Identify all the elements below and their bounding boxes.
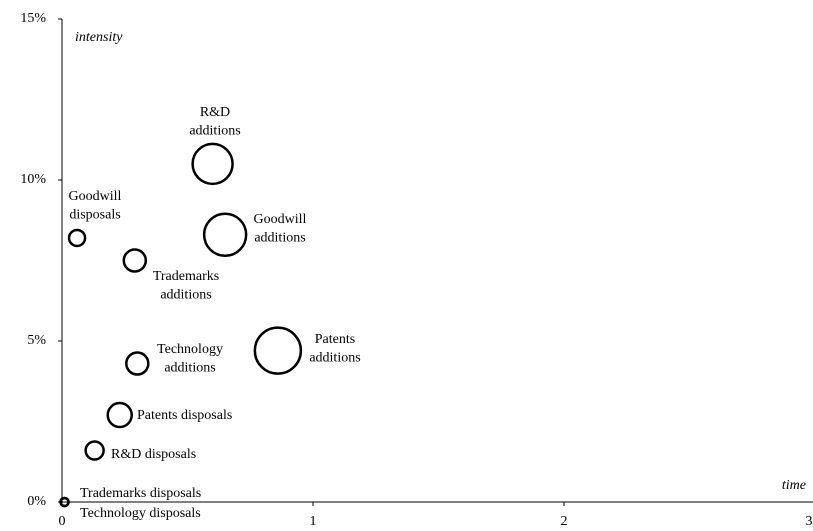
y-tick-label: 10% bbox=[20, 172, 46, 187]
bubble-label: Trademarks bbox=[153, 269, 219, 284]
bubble-label: R&D disposals bbox=[111, 447, 196, 462]
y-tick-label: 0% bbox=[27, 494, 46, 509]
bubble-label: additions bbox=[160, 288, 211, 303]
bubble-label: R&D bbox=[200, 105, 230, 120]
bubble bbox=[59, 496, 70, 508]
y-tick-label: 5% bbox=[27, 333, 46, 348]
x-tick-label: 2 bbox=[561, 514, 568, 529]
bubble bbox=[106, 401, 133, 429]
bubble-label: Technology disposals bbox=[80, 506, 201, 521]
x-tick-label: 1 bbox=[310, 514, 317, 529]
bubble bbox=[122, 248, 148, 273]
bubble-label: additions bbox=[164, 361, 215, 376]
bubble bbox=[67, 228, 87, 248]
x-tick-label: 0 bbox=[59, 514, 66, 529]
bubble-label: additions bbox=[309, 351, 360, 366]
bubble-label: Goodwill bbox=[69, 189, 122, 204]
bubble-label: Technology bbox=[157, 342, 223, 357]
bubble-label: disposals bbox=[69, 208, 120, 223]
bubble-label: Patents disposals bbox=[137, 408, 232, 423]
bubble-label: Patents bbox=[315, 332, 355, 347]
bubble-label: Trademarks disposals bbox=[80, 486, 201, 501]
y-tick-label: 15% bbox=[20, 11, 46, 26]
bubble-label: Goodwill bbox=[254, 212, 307, 227]
bubble bbox=[202, 212, 248, 257]
bubble-label: additions bbox=[189, 124, 240, 139]
y-axis-label: intensity bbox=[75, 30, 123, 45]
bubble bbox=[84, 440, 105, 461]
bubble bbox=[253, 326, 303, 375]
x-axis-label: time bbox=[782, 478, 806, 493]
bubble bbox=[191, 142, 234, 186]
bubble bbox=[125, 351, 150, 376]
bubble-label: additions bbox=[254, 231, 305, 246]
x-tick-label: 3 bbox=[806, 514, 813, 529]
